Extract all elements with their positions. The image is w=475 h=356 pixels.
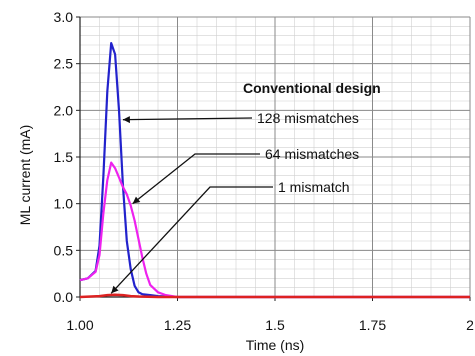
x-tick-label: 1.25 <box>164 317 191 333</box>
axes: 1.00 1.25 1.5 1.75 2 0.0 0.5 1.0 1.5 2.0 2.5 3.0 <box>54 9 475 333</box>
y-tick-label: 2.5 <box>54 56 74 72</box>
axis-labels: Time (ns) ML current (mA) <box>17 125 304 353</box>
series-line-1-mismatch <box>79 293 470 299</box>
series-lines <box>79 41 470 299</box>
arrow-128-mismatches <box>122 117 253 121</box>
y-tick-label: 1.0 <box>54 196 74 212</box>
arrowhead <box>132 196 141 204</box>
x-tick-label: 1.5 <box>265 317 285 333</box>
arrow-64-mismatches <box>132 153 260 205</box>
series-line-64-mismatches <box>79 161 470 299</box>
y-axis-label: ML current (mA) <box>17 125 33 226</box>
x-tick-label: 1.00 <box>66 317 93 333</box>
x-tick-label: 1.75 <box>359 317 386 333</box>
y-tick-label: 0.0 <box>54 289 74 305</box>
arrowhead <box>111 285 119 294</box>
annotation-1-mismatch: 1 mismatch <box>278 179 350 195</box>
annotations: 128 mismatches 64 mismatches 1 mismatch <box>110 110 359 294</box>
y-tick-label: 2.0 <box>54 102 74 118</box>
arrow-1-mismatch <box>110 186 273 294</box>
y-tick-label: 0.5 <box>54 242 74 258</box>
annotation-title: Conventional design <box>243 80 381 96</box>
arrowhead <box>122 116 130 124</box>
y-tick-label: 3.0 <box>54 9 74 25</box>
annotation-64-mismatches: 64 mismatches <box>265 146 359 162</box>
annotation-128-mismatches: 128 mismatches <box>257 110 359 126</box>
y-tick-label: 1.5 <box>54 149 74 165</box>
x-tick-label: 2 <box>466 317 474 333</box>
x-axis-label: Time (ns) <box>246 337 305 353</box>
grid <box>79 16 471 298</box>
